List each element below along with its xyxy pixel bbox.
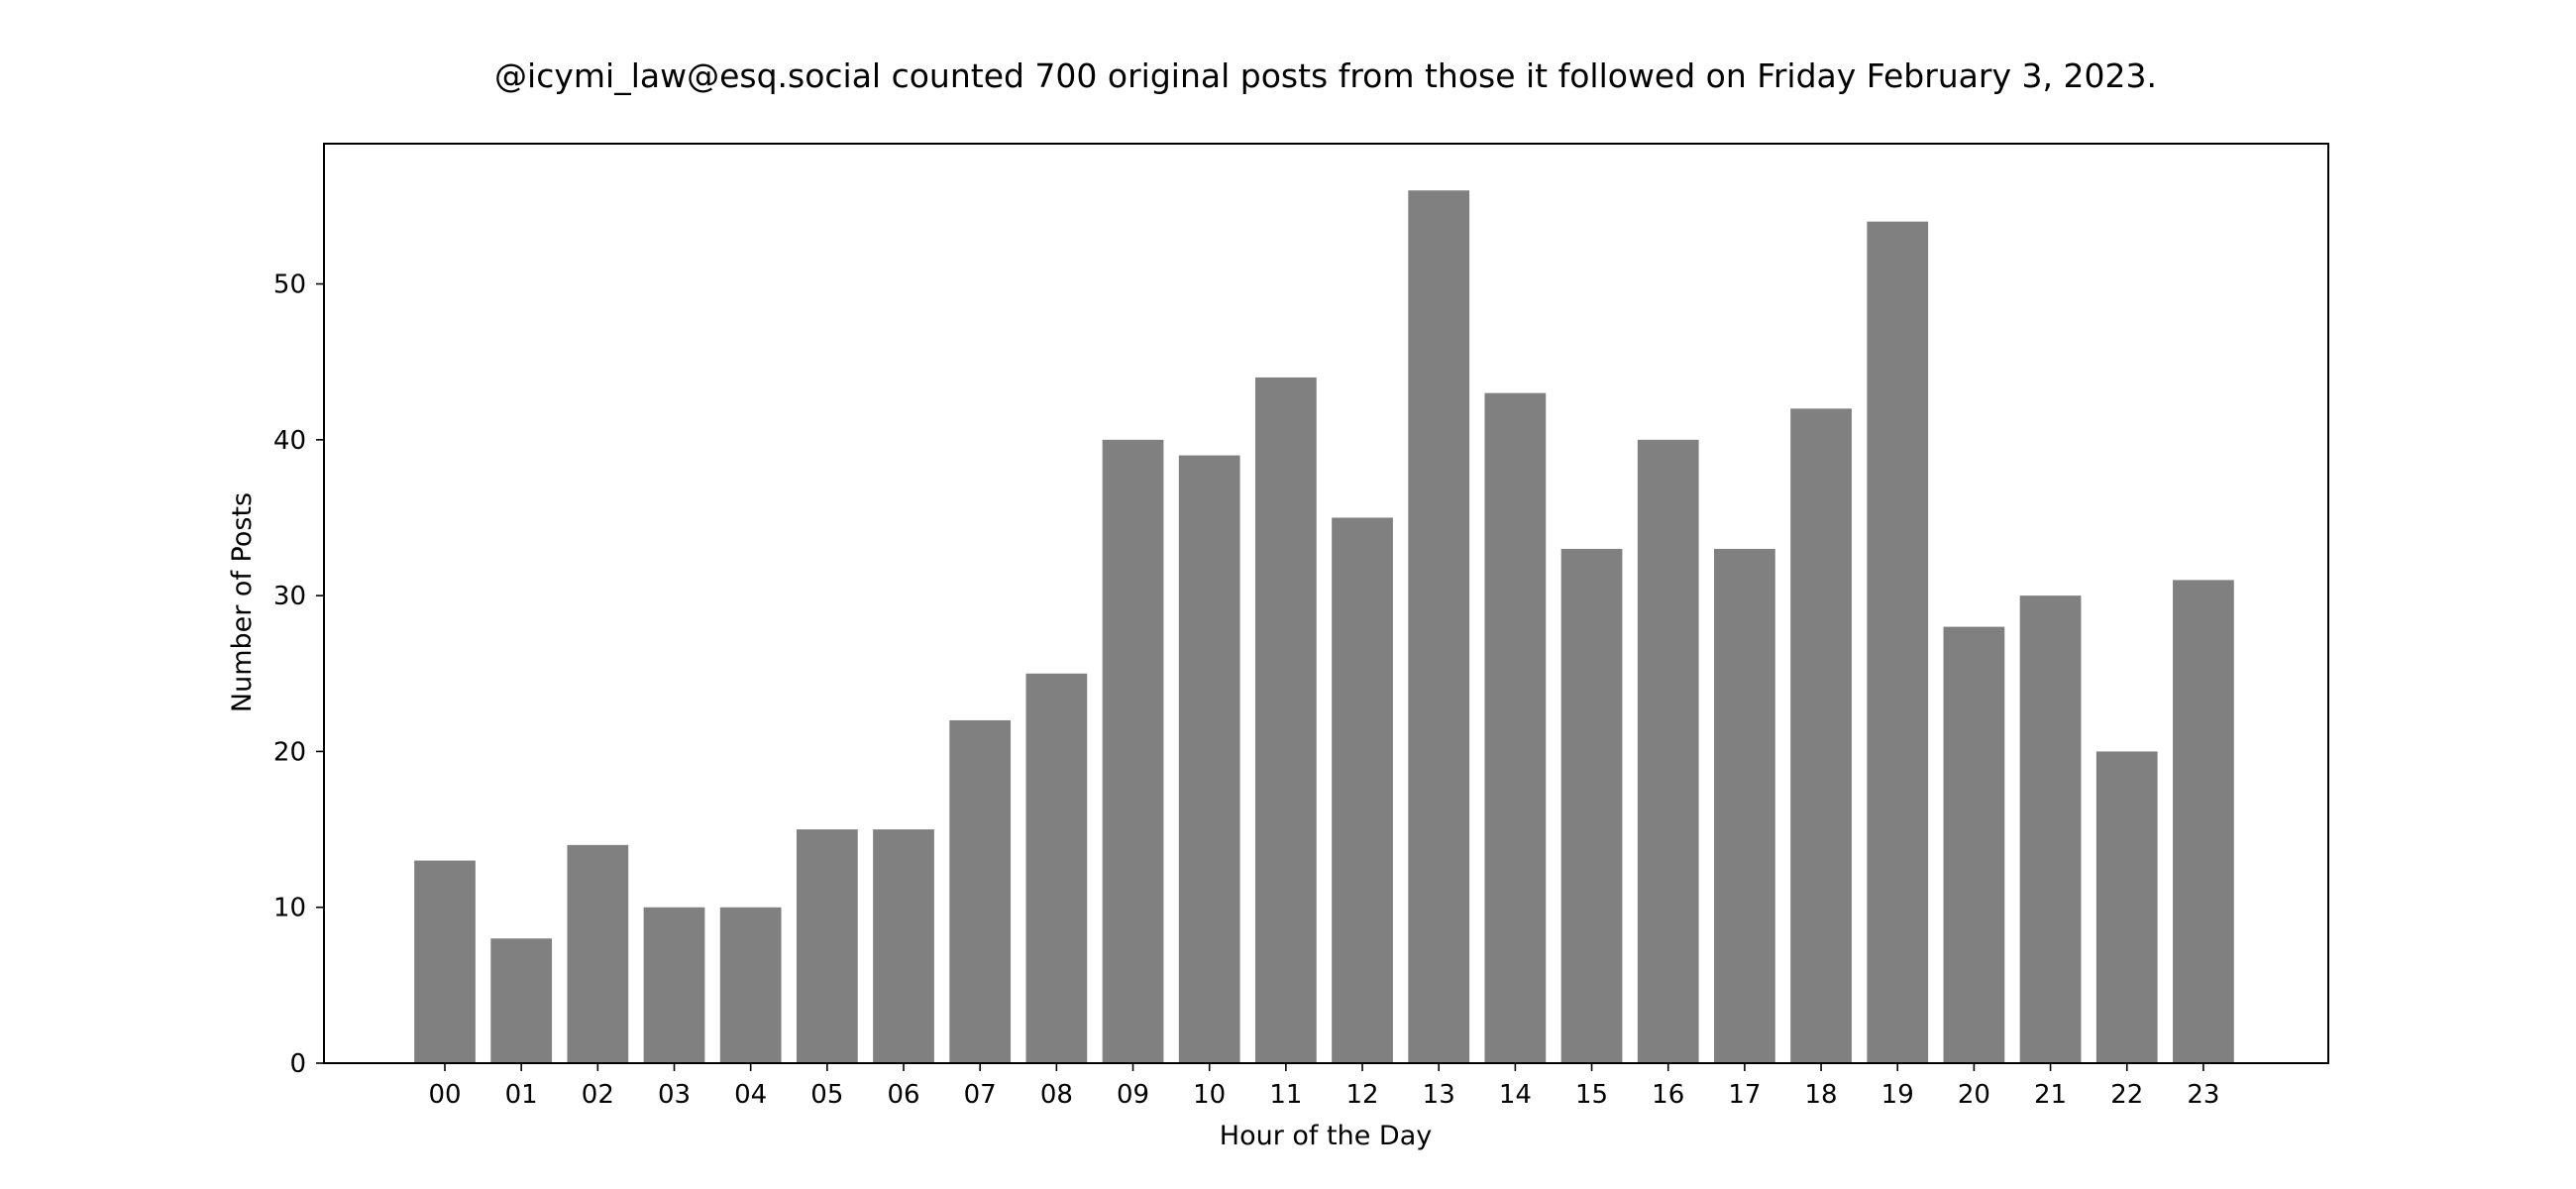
bar-hour-14 [1484,392,1547,1063]
x-tick-label: 15 [1575,1080,1608,1110]
bar-hour-23 [2173,580,2234,1063]
plot-frame [323,143,2329,1064]
x-tick-label: 08 [1040,1080,1073,1110]
x-tick-label: 01 [505,1080,538,1110]
bars-group [414,190,2234,1064]
x-axis-ticks: 00 01 02 03 04 05 06 07 08 09 10 11 12 13 14 15 16 17 18 19… [428,1063,2219,1110]
x-tick-label: 19 [1881,1080,1914,1110]
bar-hour-10 [1178,455,1240,1064]
x-tick-label: 11 [1269,1080,1302,1110]
x-tick-label: 10 [1193,1080,1226,1110]
bar-hour-03 [643,907,705,1063]
bar-hour-17 [1714,548,1775,1063]
y-tick-label: 20 [273,737,306,767]
bar-hour-04 [719,907,782,1063]
bar-hour-01 [490,938,553,1063]
x-tick-label: 04 [734,1080,767,1110]
bar-hour-21 [2019,595,2082,1063]
x-tick-label: 03 [658,1080,691,1110]
bar-hour-09 [1102,439,1164,1064]
x-tick-label: 00 [428,1080,461,1110]
x-tick-label: 02 [582,1080,614,1110]
x-tick-label: 23 [2187,1080,2219,1110]
bar-hour-18 [1790,408,1852,1063]
y-tick-label: 30 [273,582,306,611]
x-tick-label: 17 [1728,1080,1761,1110]
bar-hour-07 [949,719,1012,1063]
bar-hour-08 [1025,673,1088,1063]
x-tick-label: 13 [1423,1080,1455,1110]
x-tick-label: 06 [887,1080,919,1110]
bar-hour-19 [1867,221,1929,1063]
x-tick-label: 16 [1652,1080,1684,1110]
x-tick-label: 07 [964,1080,997,1110]
bar-hour-12 [1332,517,1393,1063]
x-tick-label: 21 [2034,1080,2067,1110]
y-tick-label: 40 [273,426,306,456]
x-tick-label: 14 [1499,1080,1532,1110]
bar-hour-02 [567,844,629,1063]
bar-hour-22 [2095,751,2158,1063]
x-tick-label: 05 [810,1080,843,1110]
y-axis-label: Number of Posts [227,492,258,712]
x-tick-label: 20 [1958,1080,1990,1110]
bar-hour-15 [1560,548,1623,1063]
x-tick-label: 09 [1117,1080,1149,1110]
bar-hour-06 [873,829,934,1063]
bar-hour-00 [414,860,476,1063]
bar-hour-05 [796,829,858,1063]
bar-hour-11 [1255,377,1317,1063]
y-tick-label: 10 [273,894,306,923]
x-tick-label: 18 [1805,1080,1838,1110]
x-axis-label: Hour of the Day [1220,1121,1432,1151]
bar-hour-20 [1943,626,2005,1063]
bar-hour-16 [1637,439,1699,1064]
y-tick-label: 50 [273,270,306,300]
x-tick-label: 22 [2110,1080,2143,1110]
y-tick-label: 0 [289,1049,306,1079]
bar-hour-13 [1408,190,1470,1063]
chart-title: @icymi_law@esq.social counted 700 origin… [494,56,2157,95]
y-axis-ticks: 0 10 20 30 40 50 [273,270,324,1079]
x-tick-label: 12 [1345,1080,1378,1110]
